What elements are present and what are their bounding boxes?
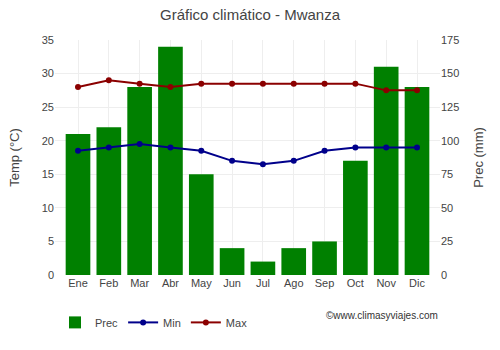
svg-text:Feb: Feb <box>99 277 118 289</box>
svg-text:15: 15 <box>42 168 54 180</box>
svg-text:Prec (mm): Prec (mm) <box>471 127 486 188</box>
svg-text:Dic: Dic <box>409 277 425 289</box>
svg-text:Prec: Prec <box>95 317 118 329</box>
svg-text:©www.climasyviajes.com: ©www.climasyviajes.com <box>326 310 438 321</box>
svg-text:Abr: Abr <box>162 277 179 289</box>
svg-text:Oct: Oct <box>347 277 364 289</box>
svg-text:75: 75 <box>441 168 453 180</box>
svg-text:150: 150 <box>441 67 459 79</box>
svg-text:125: 125 <box>441 101 459 113</box>
svg-text:Mar: Mar <box>130 277 149 289</box>
svg-text:175: 175 <box>441 34 459 46</box>
svg-text:Min: Min <box>163 317 181 329</box>
svg-text:Gráfico climático - Mwanza: Gráfico climático - Mwanza <box>160 6 341 23</box>
svg-text:Jun: Jun <box>223 277 241 289</box>
svg-text:May: May <box>191 277 212 289</box>
svg-text:Temp (°C): Temp (°C) <box>7 128 22 187</box>
svg-text:25: 25 <box>441 235 453 247</box>
svg-text:25: 25 <box>42 101 54 113</box>
svg-text:0: 0 <box>441 269 447 281</box>
svg-text:Ago: Ago <box>284 277 304 289</box>
svg-text:10: 10 <box>42 202 54 214</box>
svg-text:Ene: Ene <box>68 277 88 289</box>
svg-text:30: 30 <box>42 67 54 79</box>
svg-text:35: 35 <box>42 34 54 46</box>
svg-text:Sep: Sep <box>315 277 335 289</box>
svg-text:Max: Max <box>226 317 247 329</box>
svg-text:20: 20 <box>42 135 54 147</box>
svg-text:Nov: Nov <box>376 277 396 289</box>
svg-text:50: 50 <box>441 202 453 214</box>
svg-text:5: 5 <box>48 235 54 247</box>
svg-text:100: 100 <box>441 135 459 147</box>
svg-text:0: 0 <box>48 269 54 281</box>
svg-text:Jul: Jul <box>256 277 270 289</box>
